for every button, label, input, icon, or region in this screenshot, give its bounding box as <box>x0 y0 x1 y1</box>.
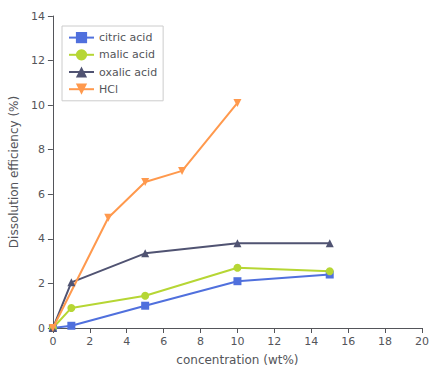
svg-text:2: 2 <box>38 277 45 290</box>
svg-text:4: 4 <box>123 335 130 348</box>
svg-text:8: 8 <box>197 335 204 348</box>
svg-text:12: 12 <box>267 335 281 348</box>
svg-text:oxalic acid: oxalic acid <box>99 66 157 79</box>
svg-text:14: 14 <box>31 10 45 23</box>
svg-text:4: 4 <box>38 232 45 245</box>
svg-text:0: 0 <box>38 322 45 335</box>
svg-text:malic acid: malic acid <box>99 48 155 61</box>
svg-text:10: 10 <box>230 335 244 348</box>
svg-text:citric acid: citric acid <box>99 31 152 44</box>
svg-text:20: 20 <box>415 335 429 348</box>
svg-text:18: 18 <box>378 335 392 348</box>
svg-text:12: 12 <box>31 54 45 67</box>
svg-text:2: 2 <box>86 335 93 348</box>
svg-text:Dissolution efficiency (%): Dissolution efficiency (%) <box>7 96 21 248</box>
svg-text:8: 8 <box>38 143 45 156</box>
svg-text:concentration (wt%): concentration (wt%) <box>176 353 298 367</box>
svg-text:14: 14 <box>304 335 318 348</box>
svg-text:HCl: HCl <box>99 83 118 96</box>
svg-text:0: 0 <box>49 335 56 348</box>
svg-text:6: 6 <box>160 335 167 348</box>
svg-text:6: 6 <box>38 188 45 201</box>
svg-text:10: 10 <box>31 99 45 112</box>
svg-text:16: 16 <box>341 335 355 348</box>
